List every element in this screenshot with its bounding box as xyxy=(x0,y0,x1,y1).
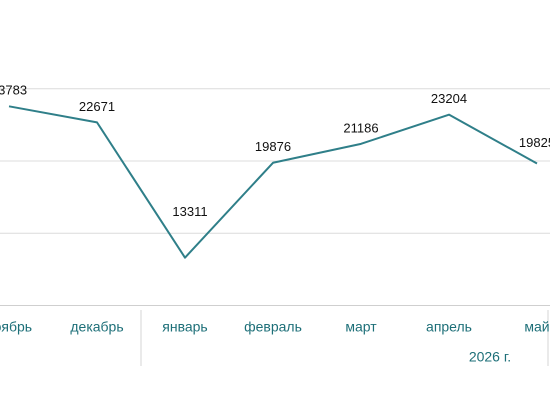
x-tick-label: ноябрь xyxy=(0,319,32,335)
x-tick-label: май xyxy=(524,319,549,335)
line xyxy=(8,105,538,259)
x-tick-label: декабрь xyxy=(70,319,123,335)
data-label: 19825 xyxy=(519,135,550,150)
x-tick-label: январь xyxy=(162,319,207,335)
x-tick-label: апрель xyxy=(426,319,472,335)
x-tick-label: февраль xyxy=(244,319,302,335)
x-tick-label: март xyxy=(345,319,377,335)
data-label: 13311 xyxy=(172,204,207,219)
data-label: 21186 xyxy=(343,120,378,135)
data-label: 23783 xyxy=(0,83,27,98)
data-label: 19876 xyxy=(255,139,291,154)
year-label: 2026 г. xyxy=(469,349,511,365)
data-label: 22671 xyxy=(79,99,115,114)
data-label: 23204 xyxy=(431,91,467,106)
